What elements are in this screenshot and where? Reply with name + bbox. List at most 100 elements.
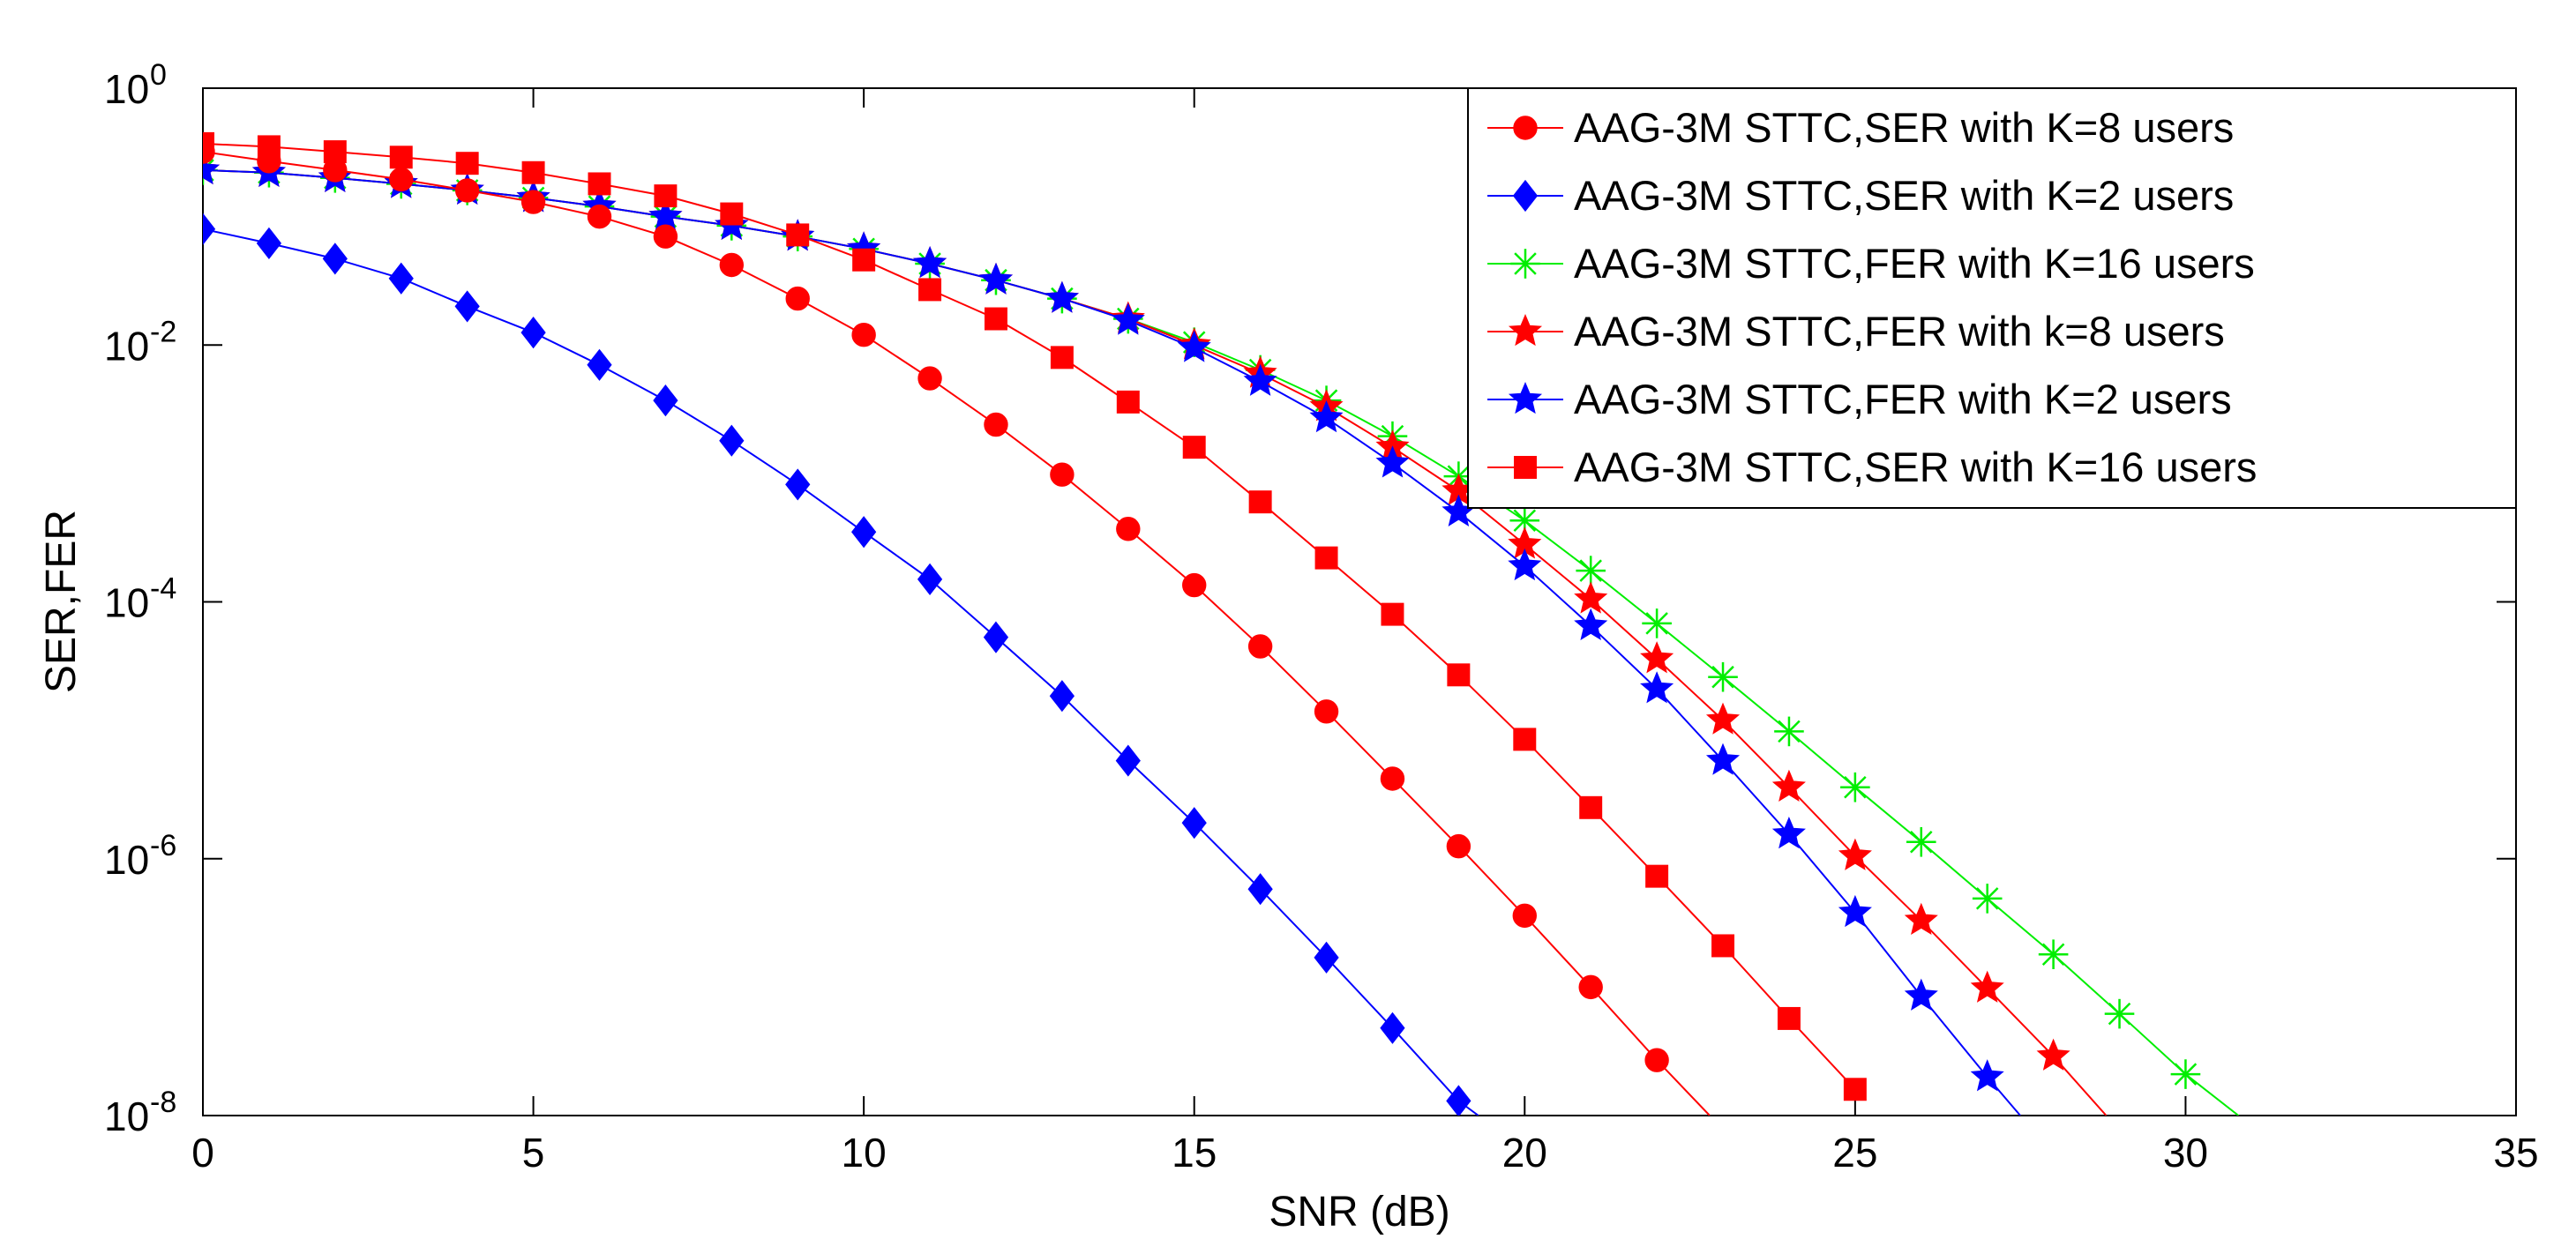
data-point [203, 131, 214, 155]
x-tick-labels: 0 5 10 15 20 25 30 35 [191, 1130, 2538, 1176]
data-point [1243, 363, 1277, 396]
y-tick-exponent: -4 [150, 572, 176, 606]
data-point [323, 140, 347, 164]
y-tick-label: 10 0 [104, 58, 167, 112]
legend: AAG-3M STTC,SER with K=8 users AAG-3M STT… [1467, 87, 2517, 509]
data-point [1771, 816, 1806, 849]
y-tick-base: 10 [104, 66, 149, 112]
data-point [1045, 280, 1079, 313]
data-point [719, 424, 745, 457]
data-point [1177, 330, 1211, 362]
data-point [1904, 978, 1938, 1011]
data-point [1380, 766, 1405, 791]
x-tick-label: 10 [842, 1130, 887, 1176]
data-point [2036, 1038, 2071, 1071]
data-point [587, 348, 612, 381]
data-point [1115, 744, 1141, 777]
data-point [1182, 572, 1207, 598]
data-point [389, 167, 414, 192]
y-tick-label: 10 -2 [104, 315, 176, 369]
y-axis-title: SER,FER [38, 510, 85, 693]
data-point [1050, 462, 1075, 487]
data-point [1314, 546, 1338, 570]
y-tick-exponent: -6 [150, 829, 176, 862]
y-tick-base: 10 [104, 323, 149, 369]
x-tick-label: 5 [522, 1130, 545, 1176]
legend-entry: AAG-3M STTC,FER with K=2 users [1487, 376, 2232, 422]
data-point [1309, 399, 1344, 433]
series-2 [203, 213, 1479, 1116]
data-point [1512, 903, 1537, 929]
legend-entry: AAG-3M STTC,SER with K=2 users [1487, 172, 2234, 219]
data-point [1049, 680, 1075, 713]
data-point [1576, 556, 1606, 586]
data-point [389, 146, 413, 169]
data-point [256, 227, 282, 259]
data-point [1508, 382, 1543, 414]
data-point [1381, 602, 1404, 626]
legend-box [1467, 87, 2517, 509]
data-point [388, 262, 414, 295]
y-tick-exponent: -8 [150, 1086, 176, 1119]
x-tick-label: 0 [191, 1130, 214, 1176]
data-point [1777, 1006, 1801, 1030]
data-point [1248, 490, 1272, 514]
data-point [1181, 807, 1207, 840]
data-point [1645, 864, 1669, 888]
data-point [852, 248, 876, 272]
y-tick-exponent: -2 [150, 315, 176, 348]
data-point [1512, 179, 1539, 213]
data-point [1375, 445, 1410, 478]
data-point [1574, 608, 1608, 640]
data-point [851, 516, 877, 549]
x-tick-label: 30 [2163, 1130, 2208, 1176]
series-6 [203, 131, 1867, 1101]
x-tick-label: 20 [1502, 1130, 1547, 1176]
data-point [587, 204, 612, 229]
data-point [785, 468, 811, 501]
data-point [720, 202, 744, 226]
x-tick-label: 15 [1172, 1130, 1217, 1176]
data-point [1116, 390, 1140, 414]
y-tick-label: 10 -6 [104, 829, 176, 883]
y-tick-base: 10 [104, 580, 149, 626]
data-point [1447, 663, 1471, 687]
data-point [1970, 1059, 2004, 1092]
data-point [1513, 728, 1537, 751]
data-point [1508, 314, 1543, 347]
data-point [1116, 517, 1141, 541]
data-point [1574, 581, 1608, 614]
data-point [1380, 1011, 1405, 1044]
data-point [918, 278, 942, 302]
data-point [1513, 116, 1538, 140]
data-point [520, 190, 546, 214]
data-point [1509, 505, 1540, 536]
data-point [1972, 884, 2003, 914]
data-point [983, 621, 1009, 653]
data-point [654, 184, 678, 208]
data-point [203, 152, 221, 185]
data-point [520, 317, 546, 349]
legend-label: AAG-3M STTC,FER with K=2 users [1574, 376, 2232, 422]
x-axis-title: SNR (dB) [1269, 1189, 1449, 1235]
data-point [2038, 939, 2069, 970]
data-point [1708, 661, 1738, 692]
legend-label: AAG-3M STTC,SER with K=8 users [1574, 104, 2234, 151]
data-point [653, 384, 678, 417]
data-point [257, 135, 281, 159]
data-point [455, 152, 479, 175]
legend-label: AAG-3M STTC,SER with K=16 users [1574, 444, 2257, 490]
data-point [653, 224, 678, 249]
y-tick-label: 10 -4 [104, 572, 176, 626]
data-point [203, 213, 216, 245]
y-tick-exponent: 0 [150, 58, 167, 92]
data-point [1774, 716, 1804, 747]
legend-entry: AAG-3M STTC,FER with K=16 users [1487, 240, 2255, 287]
data-point [521, 160, 545, 184]
legend-label: AAG-3M STTC,FER with K=16 users [1574, 240, 2255, 287]
legend-entry: AAG-3M STTC,SER with K=16 users [1487, 444, 2257, 490]
data-point [1640, 671, 1674, 704]
data-point [1705, 743, 1741, 775]
data-point [978, 262, 1014, 295]
data-point [1111, 302, 1145, 335]
